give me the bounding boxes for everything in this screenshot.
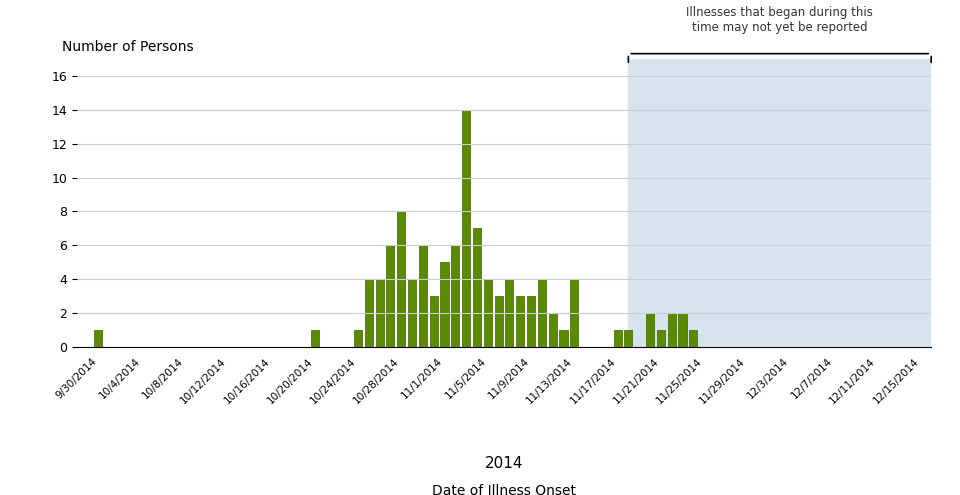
- Bar: [570, 279, 578, 346]
- Bar: [419, 245, 427, 346]
- Bar: [679, 313, 686, 346]
- Bar: [94, 330, 103, 346]
- Bar: [494, 296, 503, 346]
- Bar: [516, 296, 524, 346]
- Bar: [538, 279, 546, 346]
- Bar: [451, 245, 460, 346]
- Bar: [473, 228, 481, 346]
- Bar: [624, 330, 633, 346]
- Text: Date of Illness Onset: Date of Illness Onset: [432, 484, 576, 495]
- Bar: [613, 330, 622, 346]
- Bar: [408, 279, 416, 346]
- Text: 2014: 2014: [485, 455, 523, 471]
- Bar: [354, 330, 362, 346]
- Bar: [375, 279, 384, 346]
- Bar: [397, 211, 405, 346]
- Bar: [629, 59, 931, 346]
- Bar: [527, 296, 535, 346]
- Bar: [657, 330, 665, 346]
- Bar: [646, 313, 654, 346]
- Bar: [430, 296, 438, 346]
- Bar: [689, 330, 697, 346]
- Bar: [484, 279, 492, 346]
- Bar: [560, 330, 567, 346]
- Bar: [505, 279, 514, 346]
- Bar: [667, 313, 676, 346]
- Bar: [386, 245, 395, 346]
- Text: Illnesses that began during this
time may not yet be reported: Illnesses that began during this time ma…: [686, 5, 874, 34]
- Bar: [311, 330, 319, 346]
- Bar: [462, 110, 470, 346]
- Bar: [441, 262, 448, 346]
- Text: Number of Persons: Number of Persons: [62, 40, 194, 53]
- Bar: [365, 279, 372, 346]
- Bar: [548, 313, 557, 346]
